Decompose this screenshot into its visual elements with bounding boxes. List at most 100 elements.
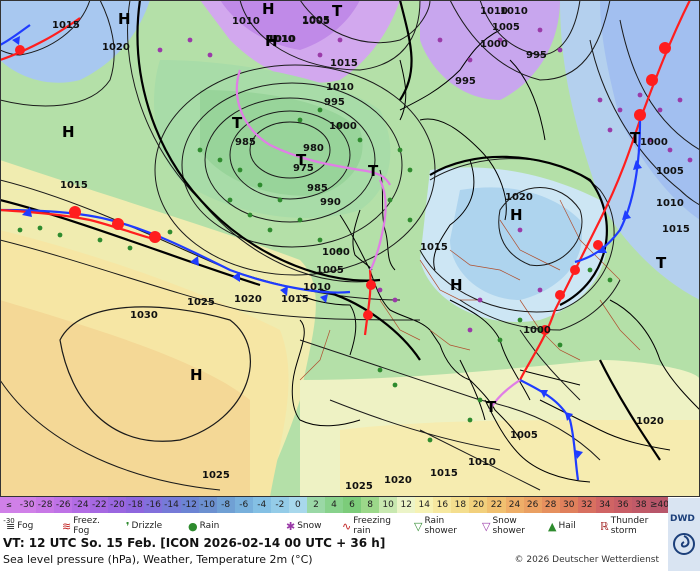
pressure-label: 1020	[636, 416, 664, 427]
pressure-label: 1015	[430, 468, 458, 479]
valid-time: VT: 12 UTC So. 15 Feb. [ICON 2026-02-14 …	[3, 536, 386, 550]
pressure-label: 1030	[130, 310, 158, 321]
legend-thunderstorm: ℝ Thunder storm	[600, 514, 666, 538]
scale-cell: -4	[252, 497, 271, 513]
scale-cell: -2	[270, 497, 289, 513]
pressure-centers: H T H T T T H H H H T H T T	[62, 0, 667, 416]
warm-front-east	[519, 0, 691, 381]
temperature-scale: ≤ -30 -30 -28 -26 -24 -22 -20 -18 -16 -14 -12 -10 -8…	[0, 497, 700, 525]
country-borders	[299, 199, 641, 381]
legend-snow: ✱ Snow	[286, 514, 322, 538]
pressure-label: 1010	[480, 6, 508, 17]
drizzle-icon: ❜	[126, 519, 130, 533]
high-center: H	[118, 10, 131, 28]
pressure-label: 1010	[268, 34, 296, 45]
cold-front-east	[574, 119, 642, 264]
scale-cell: ≥40	[649, 497, 669, 513]
scale-cell: 28	[541, 497, 560, 513]
legend-freezing-rain: ∿ Freezing rain	[342, 514, 402, 538]
weather-map: 1015 1010 1005 1020 1010 995 1010 985 98…	[0, 0, 700, 497]
pressure-label: 1015	[60, 180, 88, 191]
scale-cell: -14	[162, 497, 181, 513]
pressure-label: 1010	[267, 34, 295, 45]
thunderstorm-icon: ℝ	[600, 519, 609, 533]
scale-cell: 8	[361, 497, 380, 513]
legend-label: Freezing rain	[353, 516, 391, 536]
warm-front-channel	[363, 269, 372, 336]
pressure-label: 975	[293, 163, 314, 174]
scale-cell: -8	[216, 497, 235, 513]
low-center: T	[296, 151, 307, 169]
warm-front-markers	[15, 42, 671, 335]
pressure-label: 1025	[187, 297, 215, 308]
scale-cell: 34	[595, 497, 614, 513]
scale-cell: 32	[577, 497, 596, 513]
legend-rain-shower: ▽ Rain shower	[414, 514, 474, 538]
dwd-emblem-icon	[673, 533, 695, 555]
pressure-label: 1005	[316, 265, 344, 276]
low-center: T	[332, 2, 343, 20]
rain-shower-icon: ▽	[414, 519, 423, 533]
pressure-label: 985	[235, 137, 256, 148]
scale-cell: 38	[631, 497, 650, 513]
pressure-label: 1000	[329, 121, 357, 132]
legend-label: Drizzle	[131, 521, 163, 531]
scale-cell: 24	[505, 497, 524, 513]
logo-text: DWD	[670, 514, 695, 524]
pressure-label: 1015	[281, 294, 309, 305]
scale-cell: 20	[469, 497, 488, 513]
legend-label: Hail	[558, 521, 576, 531]
pressure-label: 1020	[505, 192, 533, 203]
scale-cell: -20	[108, 497, 127, 513]
isobars	[0, 0, 700, 491]
occlusion-low	[235, 69, 391, 186]
scale-cell: 22	[487, 497, 506, 513]
low-center: T	[486, 398, 497, 416]
pressure-labels: 1015 1010 1005 1020 1010 995 1010 985 98…	[52, 6, 690, 492]
hail-icon: ▲	[548, 519, 557, 533]
pressure-label: 1005	[302, 15, 330, 26]
scale-cell: 12	[397, 497, 416, 513]
pressure-label: 1015	[420, 242, 448, 253]
pressure-label: 1020	[102, 42, 130, 53]
scale-cell: -16	[144, 497, 163, 513]
legend-label: Rain shower	[424, 516, 457, 536]
legend-fog: ≡ Fog	[6, 514, 33, 538]
low-center: T	[630, 129, 641, 147]
scale-cell: -30	[18, 497, 37, 513]
pressure-label: 990	[320, 197, 341, 208]
scale-cell: 16	[433, 497, 452, 513]
legend-label: Snow	[297, 521, 322, 531]
scale-cell: -18	[126, 497, 145, 513]
weather-legend: ≡ Fog ≋ Freez. Fog ❜ Drizzle ● Rain ✱ Snow ∿ F…	[0, 514, 668, 538]
legend-label: Rain	[199, 521, 220, 531]
scale-cell: -26	[54, 497, 73, 513]
weather-symbols	[17, 27, 693, 443]
occlusion-south	[489, 379, 521, 411]
pressure-label: 1010	[303, 282, 331, 293]
pressure-label: 1015	[52, 20, 80, 31]
legend-label: Freez. Fog	[73, 516, 100, 536]
scale-cell: ≤ -30	[0, 497, 19, 525]
legend-snow-shower: ▽ Snow shower	[482, 514, 542, 538]
scale-cell: 0	[288, 497, 307, 513]
scale-cell: 6	[343, 497, 362, 513]
pressure-label: 985	[307, 183, 328, 194]
pressure-label: 1010	[326, 82, 354, 93]
pressure-label: 995	[526, 50, 547, 61]
legend-drizzle: ❜ Drizzle	[126, 514, 162, 538]
copyright: © 2026 Deutscher Wetterdienst	[514, 555, 659, 565]
legend-label: Snow shower	[492, 516, 525, 536]
fog-icon: ≡	[6, 519, 16, 533]
warm-front-nw	[0, 17, 81, 62]
chart-info: VT: 12 UTC So. 15 Feb. [ICON 2026-02-14 …	[3, 536, 693, 570]
cold-front-markers	[12, 36, 642, 459]
pressure-label: 1010	[468, 457, 496, 468]
scale-cell: -28	[36, 497, 55, 513]
pressure-label: 1000	[523, 325, 551, 336]
pressure-label: 1010	[656, 198, 684, 209]
low-center: T	[656, 254, 667, 272]
pressure-label: 1020	[384, 475, 412, 486]
pressure-label: 1025	[345, 481, 373, 492]
freezing-rain-icon: ∿	[342, 519, 352, 533]
